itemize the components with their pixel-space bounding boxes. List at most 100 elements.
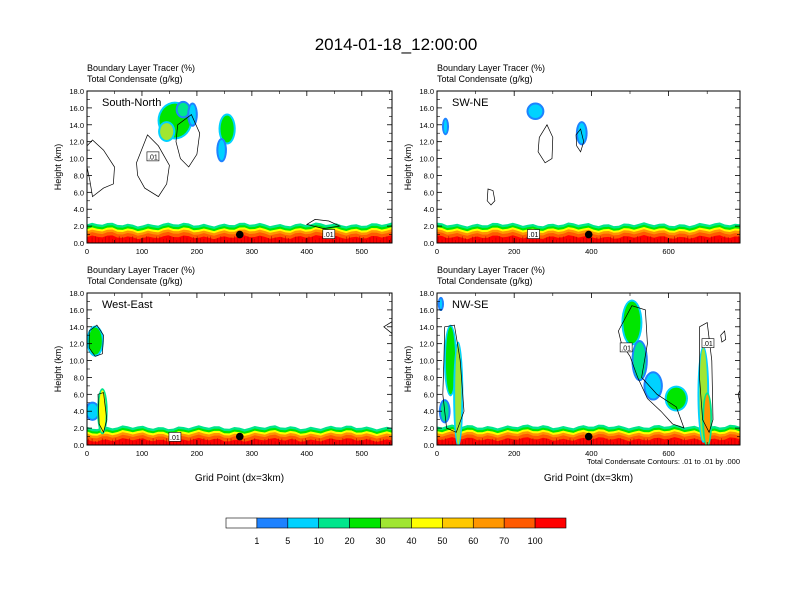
plot-area: .01 .01 bbox=[87, 100, 392, 243]
colorbar-box bbox=[256, 517, 289, 529]
panel-label: West-East bbox=[102, 299, 153, 311]
contour-label-box bbox=[619, 342, 633, 353]
location-marker bbox=[235, 432, 244, 441]
y-tick-label: 0.0 bbox=[424, 239, 434, 248]
tracer-blob bbox=[704, 394, 711, 445]
panel-title-line: Total Condensate (g/kg) bbox=[87, 74, 183, 84]
contour-label-box bbox=[527, 229, 540, 239]
x-tick-label: 400 bbox=[585, 449, 598, 458]
colorbar-box bbox=[503, 517, 536, 529]
tracer-blob bbox=[666, 387, 686, 410]
colorbar-label: 30 bbox=[376, 536, 386, 546]
tracer-blob bbox=[623, 301, 641, 344]
contour-label: .01 bbox=[170, 435, 180, 442]
colorbar-box bbox=[442, 517, 474, 529]
condensate-contour bbox=[575, 128, 585, 153]
y-tick-label: 14.0 bbox=[69, 323, 84, 332]
location-marker bbox=[235, 230, 244, 239]
contour-label: .01 bbox=[324, 232, 334, 239]
colorbar-label: 60 bbox=[468, 536, 478, 546]
y-axis-label: Height (km) bbox=[53, 346, 63, 393]
panel-label: NW-SE bbox=[452, 299, 488, 311]
x-tick-label: 300 bbox=[246, 247, 259, 256]
contour-footnote: Total Condensate Contours: .01 to .01 by… bbox=[587, 457, 740, 466]
y-tick-label: 6.0 bbox=[424, 188, 434, 197]
panel-title-line: Total Condensate (g/kg) bbox=[437, 74, 533, 84]
x-tick-label: 0 bbox=[435, 247, 439, 256]
y-tick-label: 16.0 bbox=[69, 306, 84, 315]
panel-title-line: Total Condensate (g/kg) bbox=[87, 276, 183, 286]
colorbar-label: 100 bbox=[528, 536, 543, 546]
tracer-blob bbox=[445, 326, 456, 395]
y-tick-label: 6.0 bbox=[74, 390, 84, 399]
condensate-contour bbox=[737, 389, 740, 403]
tracer-blob bbox=[218, 139, 225, 161]
y-tick-label: 6.0 bbox=[424, 390, 434, 399]
y-tick-label: 2.0 bbox=[74, 424, 84, 433]
plot-area: .01 bbox=[437, 102, 740, 243]
panel-title-line: Boundary Layer Tracer (%) bbox=[437, 265, 545, 275]
y-tick-label: 4.0 bbox=[74, 205, 84, 214]
location-marker bbox=[584, 230, 593, 239]
y-tick-label: 12.0 bbox=[69, 340, 84, 349]
y-tick-label: 8.0 bbox=[74, 171, 84, 180]
condensate-contour bbox=[88, 324, 104, 357]
y-tick-label: 0.0 bbox=[74, 239, 84, 248]
condensate-contour bbox=[537, 124, 554, 164]
colorbar-box bbox=[472, 517, 505, 529]
x-tick-label: 200 bbox=[508, 449, 521, 458]
panel-3: Boundary Layer Tracer (%)Total Condensat… bbox=[53, 265, 393, 484]
y-tick-label: 10.0 bbox=[69, 357, 84, 366]
y-tick-label: 16.0 bbox=[419, 104, 434, 113]
panel-1: Boundary Layer Tracer (%)Total Condensat… bbox=[53, 63, 393, 256]
x-tick-label: 200 bbox=[191, 449, 204, 458]
condensate-contour bbox=[699, 322, 714, 434]
x-tick-label: 0 bbox=[85, 247, 89, 256]
x-tick-label: 100 bbox=[136, 247, 149, 256]
y-tick-label: 18.0 bbox=[419, 87, 434, 96]
plot-area: .01 .01 bbox=[437, 296, 740, 445]
condensate-contour bbox=[175, 114, 201, 168]
plot-frame bbox=[436, 90, 741, 244]
y-tick-label: 14.0 bbox=[419, 323, 434, 332]
plot-area: .01 bbox=[87, 321, 392, 445]
y-tick-label: 18.0 bbox=[69, 289, 84, 298]
tracer-blob bbox=[220, 115, 234, 143]
y-tick-label: 10.0 bbox=[419, 155, 434, 164]
tracer-blob bbox=[189, 104, 196, 125]
y-tick-label: 2.0 bbox=[74, 222, 84, 231]
plot-frame bbox=[86, 90, 393, 244]
x-tick-label: 0 bbox=[435, 449, 439, 458]
panel-title-line: Boundary Layer Tracer (%) bbox=[437, 63, 545, 73]
panels-group: Boundary Layer Tracer (%)Total Condensat… bbox=[53, 63, 741, 484]
colorbar-label: 10 bbox=[314, 536, 324, 546]
colorbar-label: 1 bbox=[254, 536, 259, 546]
y-tick-label: 10.0 bbox=[69, 155, 84, 164]
x-tick-label: 300 bbox=[246, 449, 259, 458]
tracer-blob bbox=[645, 373, 661, 399]
condensate-contour bbox=[486, 188, 496, 206]
tracer-blob bbox=[177, 102, 189, 117]
y-tick-label: 18.0 bbox=[419, 289, 434, 298]
y-tick-label: 12.0 bbox=[69, 138, 84, 147]
colorbar-box bbox=[349, 517, 381, 529]
contour-label: .01 bbox=[148, 154, 158, 161]
condensate-contour bbox=[87, 139, 115, 198]
plot-frame bbox=[86, 292, 393, 446]
x-tick-label: 600 bbox=[662, 449, 675, 458]
tracer-blob bbox=[160, 123, 174, 140]
x-tick-label: 100 bbox=[136, 449, 149, 458]
panel-2: Boundary Layer Tracer (%)Total Condensat… bbox=[403, 63, 741, 256]
y-tick-label: 4.0 bbox=[74, 407, 84, 416]
x-tick-label: 400 bbox=[301, 247, 314, 256]
y-tick-label: 10.0 bbox=[419, 357, 434, 366]
x-tick-label: 400 bbox=[301, 449, 314, 458]
y-tick-label: 0.0 bbox=[424, 441, 434, 450]
condensate-contour bbox=[720, 330, 727, 343]
y-tick-label: 16.0 bbox=[69, 104, 84, 113]
y-tick-label: 2.0 bbox=[424, 222, 434, 231]
contour-label-box bbox=[322, 229, 336, 239]
tracer-blob bbox=[99, 390, 106, 433]
condensate-contour bbox=[305, 219, 342, 229]
